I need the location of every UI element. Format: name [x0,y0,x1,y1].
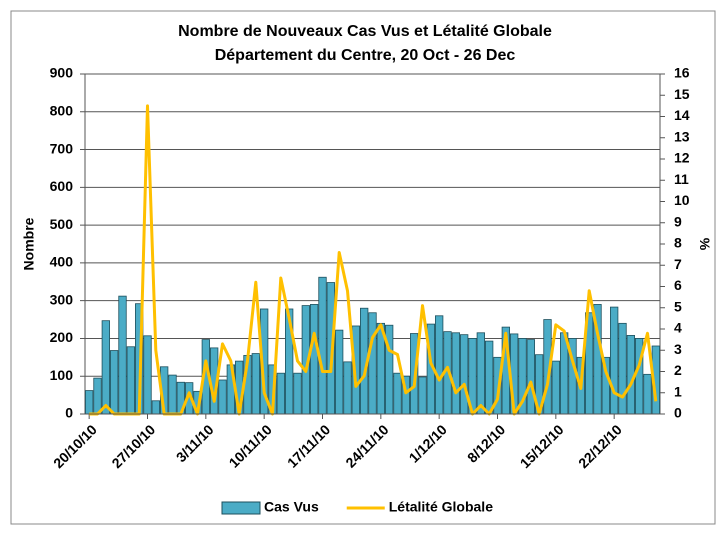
bar [118,295,127,415]
y2-tick-label: 16 [674,65,690,81]
bar [435,315,444,415]
y2-tick-label: 15 [674,86,690,102]
chart-subtitle: Département du Centre, 20 Oct - 26 Dec [215,47,516,64]
bar [335,329,344,415]
bar [168,374,177,415]
bar [618,322,627,415]
y-tick-label: 600 [50,178,74,194]
y2-tick-label: 5 [674,298,682,314]
y-axis-title: Nombre [21,217,37,270]
bar [368,312,377,415]
y2-tick-label: 11 [674,171,689,187]
y2-tick-label: 2 [674,362,682,378]
y2-tick-label: 13 [674,128,690,144]
bar [451,332,460,415]
y2-tick-label: 9 [674,213,682,229]
bar [643,373,652,415]
bar [526,339,535,415]
y2-tick-label: 1 [674,383,682,399]
bar [310,304,319,415]
y-tick-label: 0 [65,405,73,421]
y2-tick-label: 4 [674,320,682,336]
y-tick-label: 300 [50,291,74,307]
y2-tick-label: 10 [674,192,690,208]
legend-label: Cas Vus [264,499,319,515]
y-tick-label: 700 [50,140,74,156]
legend-label: Létalité Globale [389,499,493,515]
y-tick-label: 100 [50,367,74,383]
chart-title: Nombre de Nouveaux Cas Vus et Létalité G… [178,23,552,40]
y-tick-label: 500 [50,216,74,232]
y2-tick-label: 3 [674,341,682,357]
bar [293,372,302,415]
y-tick-label: 900 [50,65,74,81]
y2-tick-label: 8 [674,235,682,251]
bar [110,350,119,415]
bar [343,361,352,415]
bar [126,346,135,415]
y-tick-label: 800 [50,102,74,118]
bar [476,332,485,415]
bar [551,360,560,415]
y2-axis-title: % [697,237,713,250]
bar [485,340,494,415]
y2-tick-label: 12 [674,150,690,166]
bar [393,372,402,415]
bar [143,335,152,415]
bar [151,400,160,415]
bar [318,276,327,415]
bar [251,353,260,415]
chart-border [10,10,716,525]
bar [276,372,285,415]
line [89,104,658,416]
y2-tick-label: 7 [674,256,682,272]
y2-tick-label: 0 [674,405,682,421]
y2-tick-label: 14 [674,107,690,123]
bar [610,306,619,415]
bar [93,377,102,415]
bar [218,379,227,415]
legend-swatch [221,501,261,515]
y-tick-label: 200 [50,329,74,345]
y2-tick-label: 6 [674,277,682,293]
bar [85,390,94,415]
bar [460,334,469,415]
bar [418,376,427,415]
y-tick-label: 400 [50,254,74,270]
bar [101,320,110,415]
